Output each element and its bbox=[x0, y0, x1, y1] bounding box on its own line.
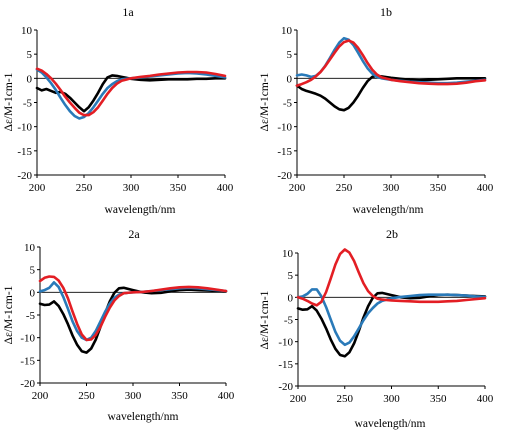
panel-2b-series-2-line bbox=[296, 288, 487, 347]
panel-2b-series-1-line bbox=[296, 291, 487, 358]
panel-2b-xlabel: wavelength/nm bbox=[355, 418, 426, 430]
panel-2a-ytick-label: -5 bbox=[26, 310, 36, 322]
panel-2a-xtick-label: 250 bbox=[78, 390, 95, 402]
panel-2b-title: 2b bbox=[386, 227, 398, 241]
panel-1b: 1b -20 -15 -10 -5 0 5 10 200 250 300 350 400 waveleng… bbox=[259, 5, 494, 216]
panel-2b-ytick-label: 5 bbox=[288, 270, 294, 282]
panel-1b-ytick-label: 10 bbox=[281, 25, 293, 37]
panel-1a-ytick-label: 0 bbox=[27, 73, 33, 85]
panel-1b-ylabel: Δε/M-1cm-1 bbox=[259, 72, 271, 131]
panel-1a-xtick-label: 400 bbox=[217, 182, 234, 194]
panel-1b-xtick-label: 200 bbox=[289, 182, 306, 194]
panel-2b-xtick-label: 300 bbox=[383, 393, 400, 405]
panel-1b-xlabel: wavelength/nm bbox=[353, 204, 424, 216]
panel-1b-ytick-label: -10 bbox=[277, 122, 292, 134]
panel-1a-ytick-label: 5 bbox=[27, 49, 33, 61]
panel-2b: 2b -20 -15 -10 -5 0 5 10 200 250 300 350 400 waveleng… bbox=[259, 227, 494, 430]
panel-1b-ytick-label: 5 bbox=[287, 49, 293, 61]
panel-1b-xtick-label: 400 bbox=[477, 182, 494, 194]
panel-1a-ylabel: Δε/M-1cm-1 bbox=[3, 72, 15, 131]
panel-2b-ytick-label: -20 bbox=[278, 381, 293, 393]
panel-2a-ytick-label: 10 bbox=[24, 242, 36, 254]
panel-1a-xtick-label: 350 bbox=[170, 182, 187, 194]
panel-1a-ytick-label: 10 bbox=[21, 25, 33, 37]
panel-1a-xtick-label: 250 bbox=[76, 182, 93, 194]
panel-2a-series-3-line bbox=[38, 275, 228, 342]
panel-2b-ytick-label: -15 bbox=[278, 359, 293, 371]
panel-1b-xtick-label: 350 bbox=[430, 182, 447, 194]
panel-1a-xlabel: wavelength/nm bbox=[105, 204, 176, 216]
panel-1b-ytick-label: 0 bbox=[287, 73, 293, 85]
panel-2a-xtick-label: 300 bbox=[125, 390, 142, 402]
panel-2b-xtick-label: 400 bbox=[477, 393, 494, 405]
panel-1a-xtick-label: 200 bbox=[29, 182, 46, 194]
panel-1b-xtick-label: 250 bbox=[336, 182, 353, 194]
panel-2b-ytick-label: -5 bbox=[284, 315, 294, 327]
panel-2a-ytick-label: -20 bbox=[20, 378, 35, 390]
panel-2b-series-3-line bbox=[296, 248, 487, 307]
panel-2b-xtick-label: 250 bbox=[337, 393, 354, 405]
panel-1a-ytick-label: -20 bbox=[17, 170, 32, 182]
panel-2a: 2a -20 -15 -10 -5 0 5 10 200 250 300 350 400 waveleng… bbox=[3, 227, 235, 423]
panel-2b-ytick-label: 0 bbox=[288, 292, 294, 304]
panel-1b-ytick-label: -20 bbox=[277, 170, 292, 182]
panel-1b-series-2-line bbox=[295, 36, 487, 85]
panel-2a-title: 2a bbox=[128, 227, 140, 241]
panel-2a-xtick-label: 350 bbox=[171, 390, 188, 402]
panel-1b-series-1-line bbox=[295, 74, 487, 112]
panel-1a-series-3-line bbox=[35, 67, 227, 117]
panel-2a-ytick-label: 5 bbox=[30, 265, 36, 277]
panel-2a-ytick-label: -10 bbox=[20, 333, 35, 345]
panel-2b-ytick-label: 10 bbox=[282, 248, 294, 260]
panel-1a: 1a -20 -15 -10 -5 0 5 10 200 250 300 350 400 waveleng… bbox=[3, 5, 234, 216]
panel-2a-ytick-label: 0 bbox=[30, 287, 36, 299]
panel-2b-xtick-label: 200 bbox=[290, 393, 307, 405]
panel-1b-series-3-line bbox=[295, 39, 487, 87]
panel-1b-ytick-label: -15 bbox=[277, 146, 292, 158]
panel-2a-xlabel: wavelength/nm bbox=[108, 411, 179, 423]
panel-1a-ytick-label: -15 bbox=[17, 146, 32, 158]
panel-2a-ytick-label: -15 bbox=[20, 355, 35, 367]
panel-2a-ylabel: Δε/M-1cm-1 bbox=[3, 285, 15, 344]
panel-1a-ytick-label: -10 bbox=[17, 122, 32, 134]
panel-1b-xtick-label: 300 bbox=[383, 182, 400, 194]
panel-2b-ylabel: Δε/M-1cm-1 bbox=[259, 290, 271, 349]
panel-2a-xtick-label: 400 bbox=[218, 390, 235, 402]
panel-1a-xtick-label: 300 bbox=[123, 182, 140, 194]
panel-1a-ytick-label: -5 bbox=[23, 98, 33, 110]
panel-2b-ytick-label: -10 bbox=[278, 337, 293, 349]
panel-1a-title: 1a bbox=[122, 5, 134, 19]
panel-2a-xtick-label: 200 bbox=[32, 390, 49, 402]
panel-2b-xtick-label: 350 bbox=[430, 393, 447, 405]
panel-1b-ytick-label: -5 bbox=[283, 98, 293, 110]
panel-1b-title: 1b bbox=[380, 5, 392, 19]
